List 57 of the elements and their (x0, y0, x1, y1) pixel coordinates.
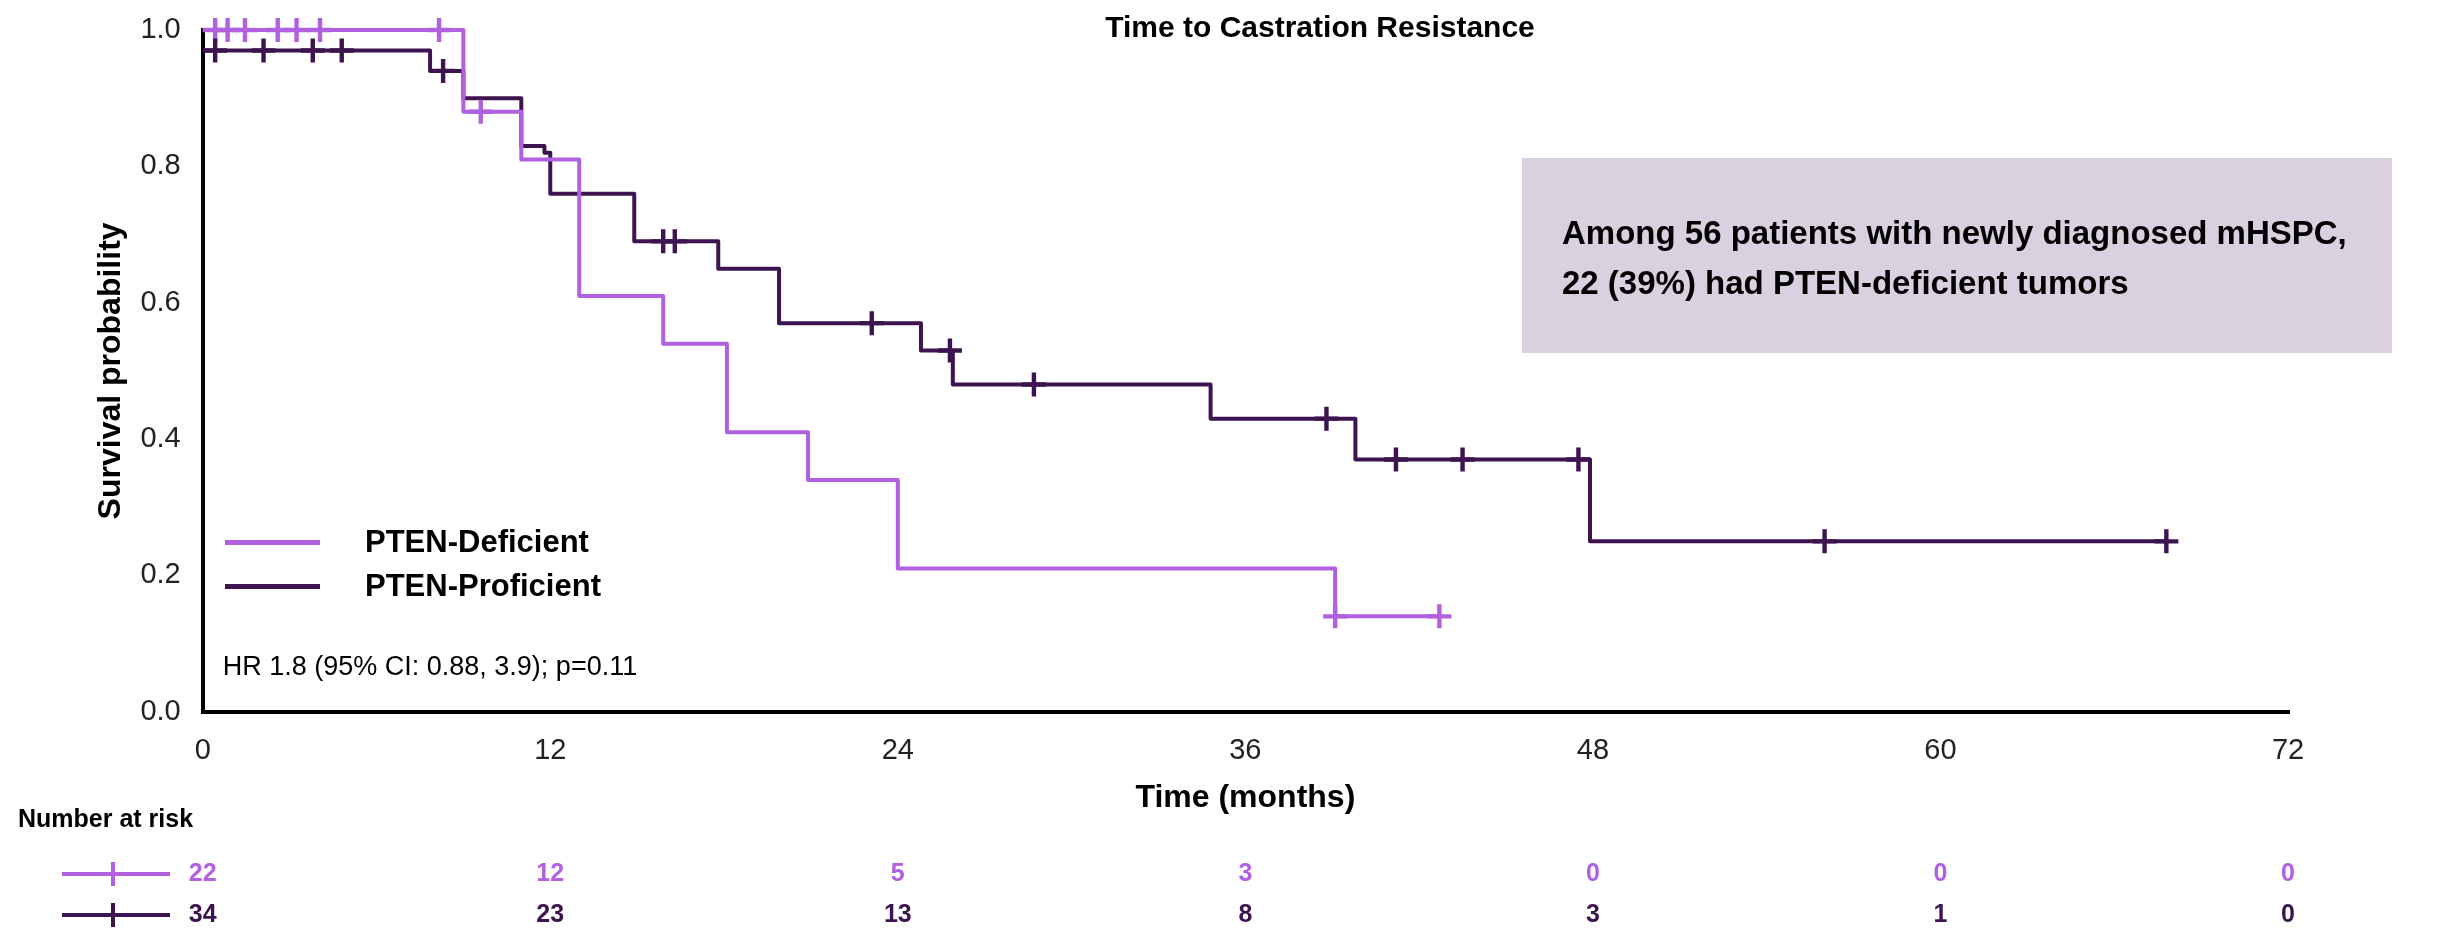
y-tick-label: 0.4 (140, 421, 181, 454)
text: 13 (883, 898, 912, 927)
point (233, 18, 257, 42)
point (308, 18, 333, 42)
text: 5 (890, 857, 905, 886)
point (300, 38, 325, 63)
y-tick-label: 0.8 (140, 148, 181, 181)
text: 0 (1933, 857, 1948, 886)
y-tick-label: 0.2 (140, 557, 181, 590)
text: 0 (2281, 857, 2295, 886)
x-tick-label: 36 (1229, 733, 1262, 766)
point (431, 58, 456, 83)
point (1383, 447, 1408, 472)
text: 8 (1238, 898, 1253, 927)
point (284, 18, 309, 42)
y-tick-label: 1.0 (140, 12, 181, 44)
text: 23 (536, 898, 565, 927)
text: 3 (1238, 857, 1253, 886)
x-tick-label: 12 (534, 733, 567, 766)
point (203, 38, 228, 63)
point (329, 38, 354, 63)
y-axis-title: Survival probability (91, 222, 128, 520)
x-tick-label: 60 (1924, 733, 1957, 766)
legend-label: PTEN-Deficient (365, 524, 589, 560)
point (662, 229, 687, 254)
point (1323, 604, 1348, 629)
text: Number at risk (18, 803, 194, 832)
text: 1 (1933, 898, 1948, 927)
text: 0 (1585, 857, 1600, 886)
point (2154, 529, 2179, 554)
point (251, 38, 276, 63)
x-tick-label: 72 (2271, 733, 2305, 766)
text: 34 (188, 898, 217, 927)
x-tick-label: 48 (1576, 733, 1610, 766)
point (427, 18, 452, 42)
x-axis-title: Time (months) (1135, 777, 1356, 814)
point (468, 99, 493, 124)
x-tick-label: 0 (194, 733, 211, 766)
y-tick-label: 0.6 (140, 284, 181, 317)
point (1427, 604, 1452, 629)
text: 22 (188, 857, 217, 886)
point (1314, 406, 1339, 431)
chart-title: Time to Castration Resistance (1105, 10, 1535, 44)
point (937, 338, 962, 363)
text: 3 (1585, 898, 1600, 927)
point (1021, 372, 1046, 397)
x-tick-label: 24 (881, 733, 914, 766)
text: 0 (2281, 898, 2295, 927)
annotation: HR 1.8 (95% CI: 0.88, 3.9); p=0.11 (222, 650, 638, 681)
point (1812, 529, 1837, 554)
note-box: Among 56 patients with newly diagnosed mHSPC, 22 (39%) had PTEN-deficient tumors (1522, 158, 2392, 353)
point (859, 311, 884, 336)
text: 12 (536, 857, 565, 886)
y-tick-label: 0.0 (140, 693, 181, 726)
legend-label: PTEN-Proficient (365, 568, 601, 604)
point (1566, 447, 1591, 472)
point (1450, 447, 1475, 472)
